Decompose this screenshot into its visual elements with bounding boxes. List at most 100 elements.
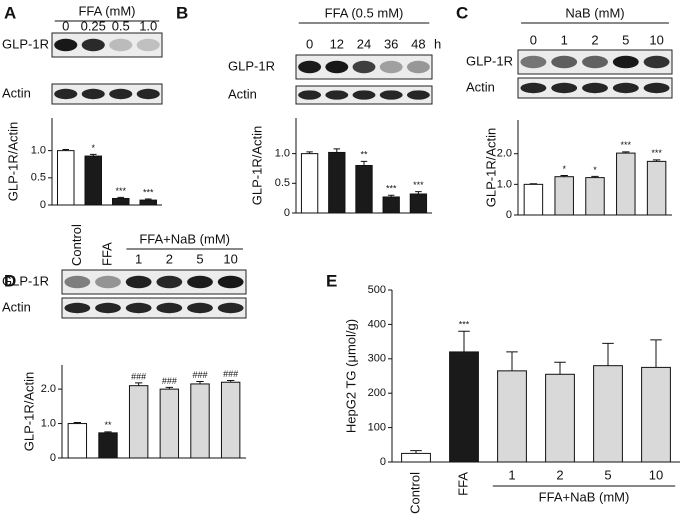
y-tick-label: 1.0 bbox=[275, 148, 290, 160]
annotation: ** bbox=[360, 150, 368, 160]
panel-label: D bbox=[4, 271, 16, 290]
error-bar bbox=[529, 183, 538, 185]
actin-band bbox=[612, 82, 639, 94]
band bbox=[109, 38, 133, 52]
band bbox=[54, 38, 78, 52]
panel-label: A bbox=[4, 3, 16, 22]
error-bar bbox=[415, 191, 422, 194]
row-label: Actin bbox=[466, 79, 495, 94]
actin-band bbox=[551, 82, 578, 94]
band bbox=[643, 55, 670, 69]
lane-label: 0.5 bbox=[112, 18, 130, 33]
y-tick-label: 200 bbox=[368, 387, 386, 399]
error-bar bbox=[387, 194, 395, 197]
actin-band bbox=[379, 90, 403, 100]
y-axis-label: GLP-1R/Actin bbox=[483, 128, 498, 207]
panel-label: C bbox=[456, 3, 468, 22]
x-tick-label: FFA bbox=[455, 472, 470, 496]
error-bar bbox=[333, 148, 341, 153]
y-tick-label: 100 bbox=[368, 422, 386, 434]
error-bar bbox=[458, 330, 470, 352]
error-bar bbox=[306, 151, 313, 154]
blot bbox=[61, 269, 247, 295]
lane-label: 10 bbox=[649, 32, 663, 47]
panel-label: B bbox=[176, 3, 188, 22]
x-tick-label: Control bbox=[407, 472, 422, 514]
bar bbox=[220, 381, 241, 459]
lane-label: 48 bbox=[411, 36, 425, 51]
annotation: *** bbox=[651, 148, 662, 158]
y-tick-label: 0 bbox=[50, 452, 56, 464]
y-tick-label: 0.5 bbox=[31, 172, 46, 184]
actin-band bbox=[643, 82, 670, 94]
bar bbox=[139, 199, 157, 206]
actin-band bbox=[406, 90, 430, 100]
actin-band bbox=[64, 302, 91, 314]
y-axis-label: HepG2 TG (μmol/g) bbox=[343, 319, 358, 433]
actin-band bbox=[156, 302, 183, 314]
band bbox=[187, 275, 213, 289]
error-bar bbox=[602, 342, 614, 366]
error-bar bbox=[650, 339, 662, 368]
bar bbox=[585, 177, 605, 216]
row-label: Actin bbox=[228, 86, 257, 101]
error-bar bbox=[104, 431, 112, 433]
error-bar bbox=[73, 422, 82, 424]
lane-label: Control bbox=[69, 224, 84, 266]
actin-band bbox=[325, 90, 349, 100]
lane-label: 5 bbox=[622, 32, 629, 47]
lane-label: 2 bbox=[591, 32, 598, 47]
error-bar bbox=[506, 351, 518, 371]
lane-label: 1 bbox=[561, 32, 568, 47]
band bbox=[125, 275, 152, 289]
annotation: ### bbox=[131, 371, 146, 381]
annotation: ### bbox=[192, 370, 207, 380]
error-bar bbox=[560, 174, 568, 177]
error-bar bbox=[226, 380, 235, 383]
row-label: GLP-1R bbox=[466, 53, 513, 68]
annotation: ### bbox=[162, 376, 177, 386]
bar bbox=[593, 365, 623, 463]
band bbox=[379, 60, 403, 74]
bar bbox=[84, 155, 102, 206]
bar bbox=[523, 183, 544, 216]
error-bar bbox=[360, 160, 368, 166]
actin-band bbox=[520, 82, 547, 94]
error-bar bbox=[165, 386, 174, 390]
actin-band bbox=[187, 302, 213, 314]
error-bar bbox=[117, 196, 125, 199]
annotation: ### bbox=[223, 369, 238, 379]
error-bar bbox=[134, 382, 143, 386]
bar bbox=[128, 385, 149, 459]
row-label: GLP-1R bbox=[228, 58, 275, 73]
bar bbox=[646, 160, 667, 216]
lane-unit: h bbox=[434, 36, 441, 51]
lane-label: 0 bbox=[306, 36, 313, 51]
actin-band bbox=[109, 88, 133, 100]
blot bbox=[51, 83, 163, 105]
bar bbox=[67, 423, 88, 459]
annotation: *** bbox=[413, 180, 424, 190]
x-tick-label: 5 bbox=[604, 467, 611, 482]
lane-label: 1.0 bbox=[139, 18, 157, 33]
error-bar bbox=[62, 149, 70, 151]
bar bbox=[159, 388, 180, 459]
actin-band bbox=[582, 82, 608, 94]
band bbox=[81, 38, 105, 52]
bar bbox=[401, 452, 431, 463]
group-label: FFA+NaB (mM) bbox=[539, 489, 630, 504]
bar bbox=[112, 197, 130, 206]
lane-label: 12 bbox=[330, 36, 344, 51]
band bbox=[298, 60, 322, 74]
row-label: GLP-1R bbox=[2, 36, 49, 51]
band bbox=[551, 55, 578, 69]
row-label: Actin bbox=[2, 85, 31, 100]
y-tick-label: 0 bbox=[40, 199, 46, 211]
error-bar bbox=[144, 198, 152, 201]
error-bar bbox=[196, 381, 204, 384]
y-tick-label: 500 bbox=[368, 284, 386, 296]
bar bbox=[616, 152, 636, 216]
bar bbox=[641, 366, 671, 463]
annotation: *** bbox=[115, 186, 126, 196]
y-tick-label: 1.0 bbox=[41, 417, 56, 429]
